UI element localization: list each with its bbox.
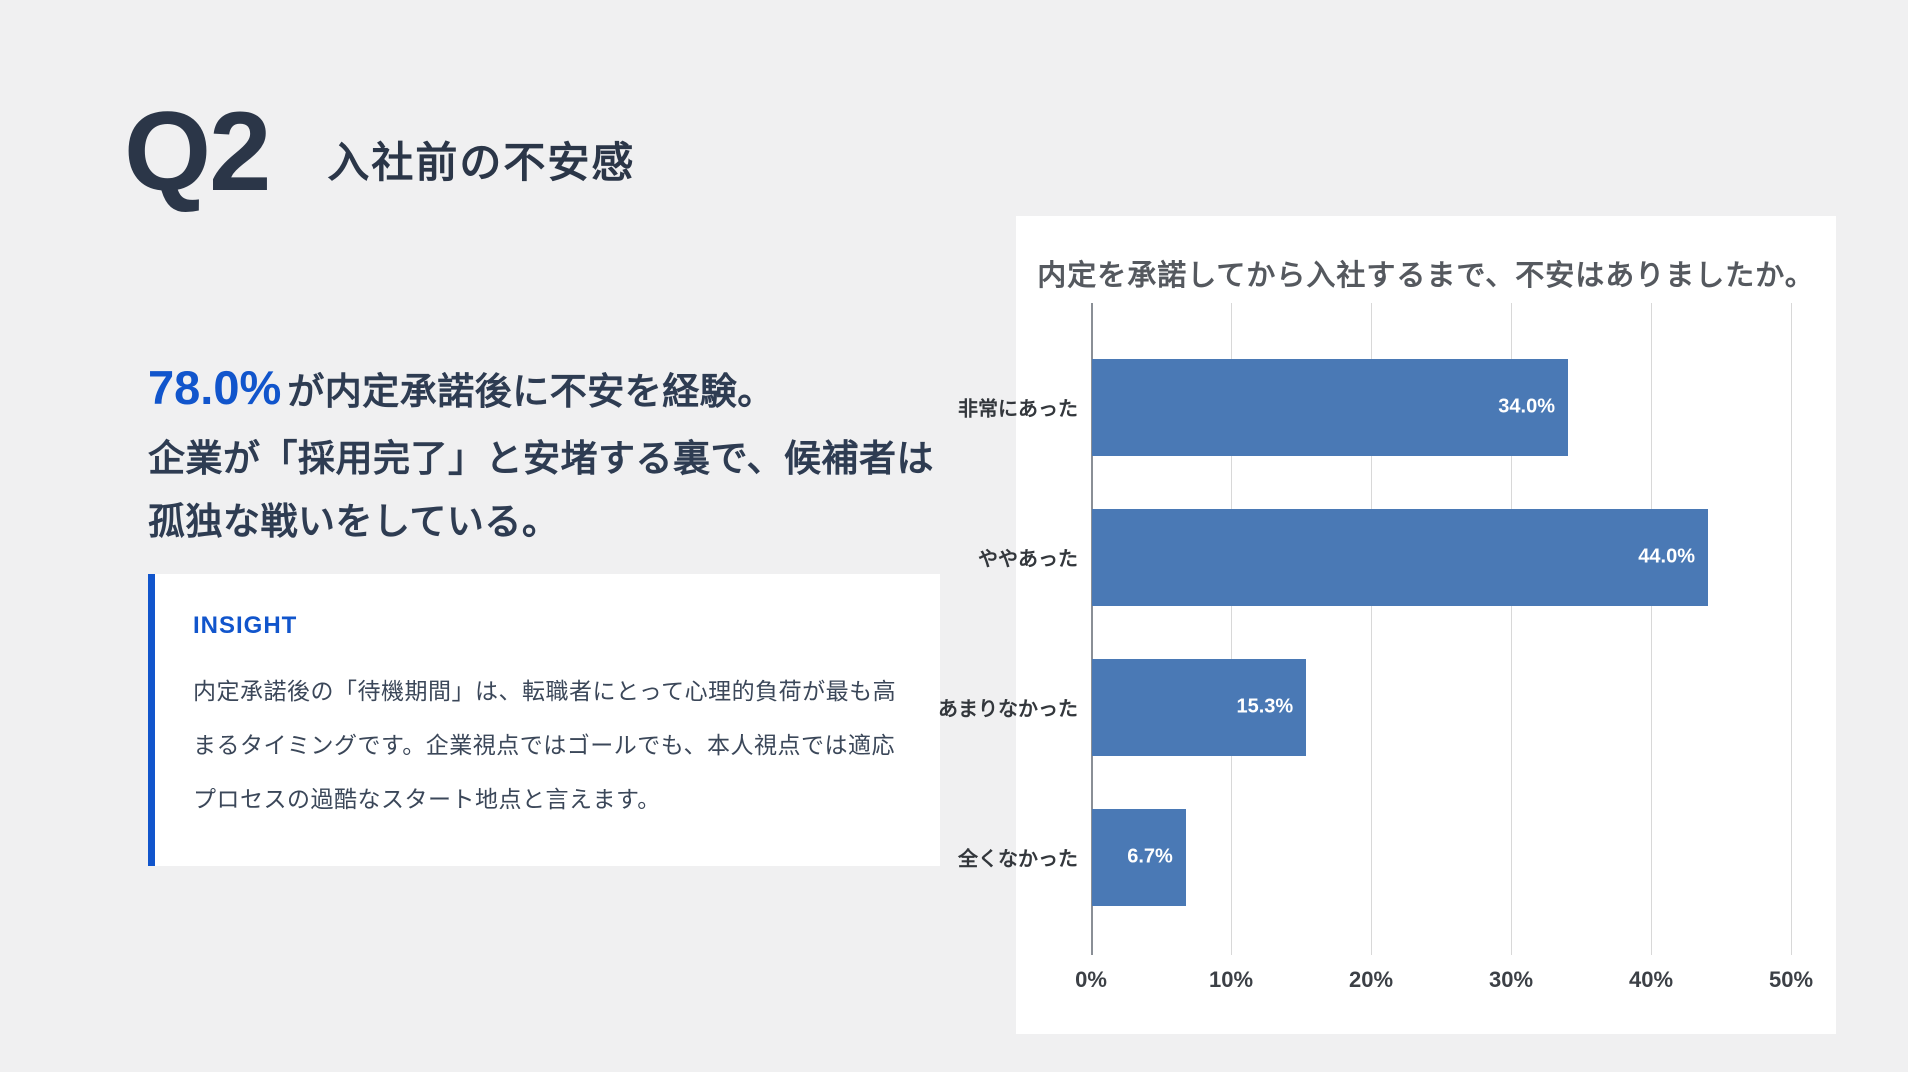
bar-row: ややあった 44.0% [978,508,1791,606]
bar: 15.3% [1092,658,1307,756]
gridline [1371,303,1372,955]
x-tick-label: 10% [1208,967,1254,992]
gridline [1651,303,1652,955]
key-statement-line2: 企業が「採用完了」と安堵する裏で、候補者は孤独な戦いをしている。 [148,437,935,542]
chart-card: 内定を承諾してから入社するまで、不安はありましたか。 0% 10% 20% 30% 40… [938,216,1836,1034]
plot-area: 0% 10% 20% 30% 40% 50% 非常にあった 34.0% ややあった 44.0% あま… [938,303,1813,992]
y-axis-line [1091,303,1093,955]
question-header: Q2 入社前の不安感 [124,96,635,208]
x-tick-label: 20% [1348,967,1394,992]
bar: 44.0% [1092,508,1708,606]
key-statement: 78.0% が内定承諾後に不安を経験。 企業が「採用完了」と安堵する裏で、候補者は… [148,348,960,554]
question-number: Q2 [124,89,271,214]
bar-row: 非常にあった 34.0% [958,358,1791,456]
bar-category-label: 全くなかった [958,848,1078,871]
bar-value-label: 34.0% [1498,395,1555,418]
insight-card: INSIGHT 内定承諾後の「待機期間」は、転職者にとって心理的負荷が最も高まる… [148,574,940,867]
x-tick-label: 30% [1488,967,1534,992]
bar-row: 全くなかった 6.7% [958,808,1791,906]
x-tick-label: 50% [1768,967,1814,992]
bar-value-label: 6.7% [1127,845,1173,868]
bar-value-label: 44.0% [1638,545,1695,568]
chart-title: 内定を承諾してから入社するまで、不安はありましたか。 [1037,260,1815,292]
gridline [1791,303,1792,955]
bar-value-label: 15.3% [1236,695,1294,718]
gridline [1231,303,1232,955]
insight-label: INSIGHT [193,612,298,639]
question-title: 入社前の不安感 [327,138,636,186]
bar-category-label: ややあった [978,548,1078,571]
stat-value: 78.0% [148,361,282,414]
bar: 34.0% [1092,358,1568,456]
x-tick-label: 40% [1628,967,1674,992]
bar: 6.7% [1092,808,1186,906]
insight-body: 内定承諾後の「待機期間」は、転職者にとって心理的負荷が最も高まるタイミングです。… [193,678,897,813]
stat-text: が内定承諾後に不安を経験。 [287,371,775,412]
x-tick-label: 0% [1075,967,1107,992]
gridline [1511,303,1512,955]
bar-category-label: あまりなかった [938,698,1078,721]
bar-row: あまりなかった 15.3% [938,658,1791,756]
key-statement-line1: 78.0% が内定承諾後に不安を経験。 [148,348,960,428]
bar-category-label: 非常にあった [958,398,1078,421]
